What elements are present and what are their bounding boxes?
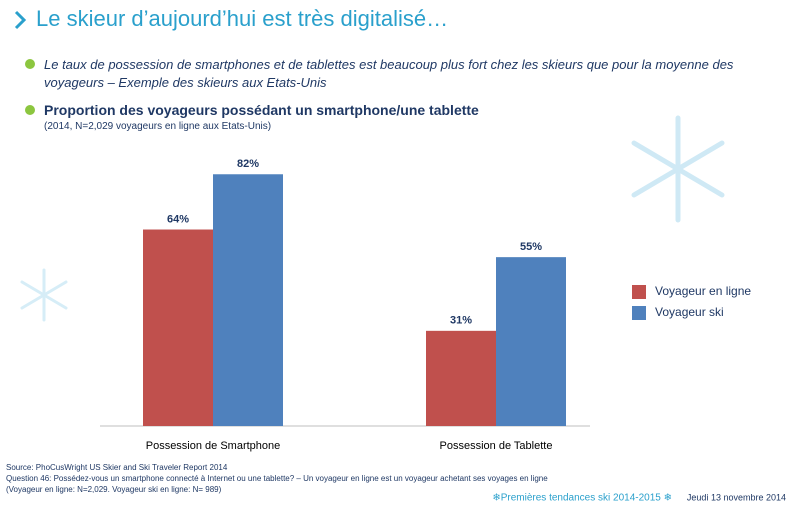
bar bbox=[426, 330, 496, 426]
slide-title: Le skieur d’aujourd’hui est très digital… bbox=[36, 6, 449, 31]
value-label: 31% bbox=[450, 315, 472, 327]
chart-title: Proportion des voyageurs possédant un sm… bbox=[44, 102, 479, 118]
legend-swatch bbox=[632, 306, 646, 320]
value-label: 64% bbox=[167, 213, 189, 225]
bar bbox=[213, 174, 283, 426]
legend-label: Voyageur en ligne bbox=[655, 284, 751, 298]
footer-event: ❄Premières tendances ski 2014-2015 ❄ bbox=[492, 493, 672, 504]
legend-swatch bbox=[632, 285, 646, 299]
source: Source: PhoCusWright US Skier and Ski Tr… bbox=[6, 463, 228, 472]
source: Question 46: Possédez-vous un smartphone… bbox=[6, 474, 548, 483]
snowflake bbox=[631, 115, 725, 223]
bullet bbox=[25, 105, 35, 115]
x-tick-label: Possession de Tablette bbox=[440, 440, 553, 452]
value-label: 55% bbox=[520, 241, 542, 253]
source: (Voyageur en ligne: N=2,029. Voyageur sk… bbox=[6, 485, 222, 494]
bar bbox=[496, 257, 566, 426]
bullet bbox=[25, 59, 35, 69]
bar bbox=[143, 229, 213, 426]
legend-label: Voyageur ski bbox=[655, 305, 724, 319]
x-tick-label: Possession de Smartphone bbox=[146, 440, 281, 452]
value-label: 82% bbox=[237, 158, 259, 170]
chevron bbox=[14, 10, 27, 30]
intro: Le taux de possession de smartphones et … bbox=[44, 57, 734, 90]
snowflake bbox=[20, 268, 68, 322]
footer-date: Jeudi 13 novembre 2014 bbox=[687, 492, 786, 502]
chart-subtitle: (2014, N=2,029 voyageurs en ligne aux Et… bbox=[44, 121, 272, 132]
